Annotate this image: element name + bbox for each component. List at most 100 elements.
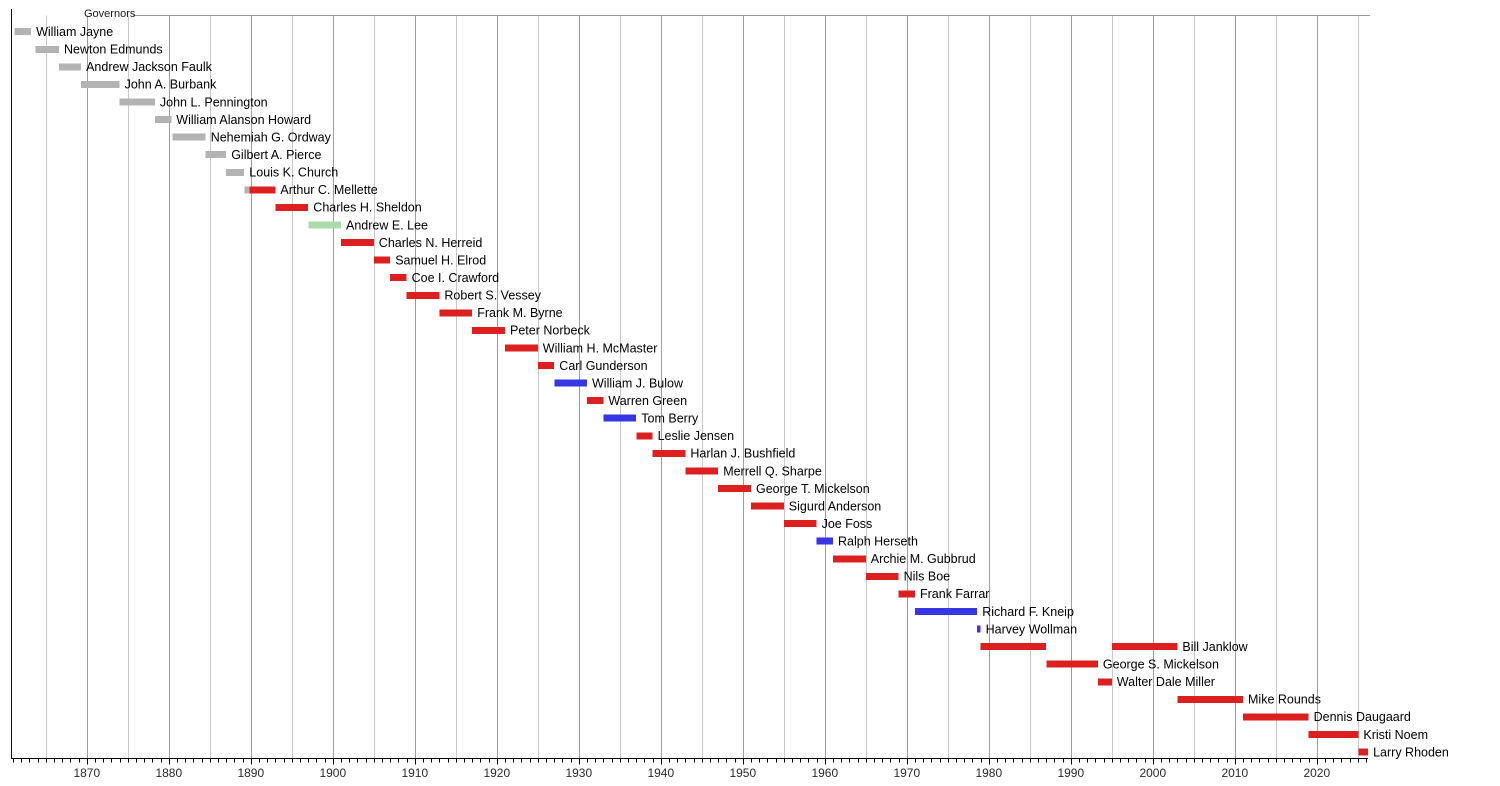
governor-label: Charles N. Herreid	[379, 236, 483, 250]
governor-label: Mike Rounds	[1248, 693, 1321, 707]
governor-label: Merrell Q. Sharpe	[723, 464, 822, 478]
chart-title: Governors	[84, 8, 136, 20]
governor-label: Sigurd Anderson	[789, 499, 881, 513]
governor-label: Samuel H. Elrod	[395, 253, 486, 267]
timeline-bar-territorial	[119, 98, 155, 106]
timeline-bar-republican	[898, 590, 915, 598]
timeline-bar-republican	[406, 291, 440, 299]
axis-year-label: 1930	[565, 766, 592, 780]
governor-label: Louis K. Church	[249, 166, 338, 180]
timeline-bar-republican	[718, 485, 751, 492]
governor-label: Dennis Daugaard	[1314, 710, 1411, 724]
timeline-bar-territorial	[244, 186, 250, 194]
timeline-bar-democratic	[977, 625, 981, 633]
governor-label: Arthur C. Mellette	[280, 183, 377, 197]
timeline-bar-democratic	[554, 379, 588, 387]
timeline-bar-democratic	[915, 608, 978, 615]
governor-label: Carl Gunderson	[559, 359, 647, 373]
governor-label: Harlan J. Bushfield	[690, 447, 795, 461]
axis-year-label: 2020	[1303, 766, 1330, 780]
timeline-bar-republican	[537, 362, 555, 369]
governor-label: Ralph Herseth	[838, 535, 918, 549]
timeline-bar-republican	[472, 326, 505, 334]
timeline-bar-republican	[275, 203, 309, 211]
governor-label: Richard F. Kneip	[982, 605, 1074, 619]
axis-year-label: 1950	[729, 766, 756, 780]
governor-label: Charles H. Sheldon	[313, 201, 421, 215]
timeline-bar-republican	[685, 467, 719, 475]
governor-label: John L. Pennington	[160, 95, 268, 109]
timeline-bar-territorial	[35, 45, 59, 53]
axis-year-label: 1900	[319, 766, 346, 780]
governor-label: Nehemiah G. Ordway	[211, 130, 332, 144]
governor-label: Andrew Jackson Faulk	[86, 60, 213, 74]
axis-year-label: 2000	[1139, 766, 1166, 780]
axis-year-label: 1870	[73, 766, 100, 780]
timeline-bar-democratic	[816, 537, 833, 545]
timeline-bar-republican	[1358, 748, 1369, 756]
governor-label: Frank M. Byrne	[477, 306, 562, 320]
axis-year-label: 1940	[647, 766, 674, 780]
governor-label: Peter Norbeck	[510, 324, 591, 338]
timeline-bar-republican	[1097, 678, 1112, 686]
timeline-bar-territorial	[205, 151, 227, 159]
timeline-bar-republican	[636, 432, 653, 440]
timeline-bar-republican	[587, 397, 604, 405]
timeline-bar-republican	[1177, 695, 1243, 703]
axis-year-label: 1910	[401, 766, 428, 780]
axis-year-label: 1960	[811, 766, 838, 780]
timeline-bar-republican	[865, 572, 899, 580]
timeline-bar-republican	[1046, 660, 1098, 668]
axis-year-label: 1920	[483, 766, 510, 780]
timeline-bar-territorial	[154, 116, 172, 123]
timeline-bar-republican	[833, 555, 866, 563]
timeline-bar-territorial	[172, 133, 206, 141]
governor-label: Tom Berry	[641, 412, 699, 426]
timeline-bar-territorial	[81, 80, 120, 88]
timeline-bar-territorial	[59, 63, 82, 71]
governor-label: William Jayne	[36, 25, 113, 39]
governor-label: Newton Edmunds	[64, 43, 163, 57]
axis-year-label: 1990	[1057, 766, 1084, 780]
governor-label: Archie M. Gubbrud	[871, 552, 976, 566]
timeline-bar-republican	[249, 186, 276, 194]
axis-year-label: 2010	[1221, 766, 1248, 780]
axis-year-label: 1880	[155, 766, 182, 780]
timeline-bar-republican	[505, 344, 538, 352]
timeline-bar-republican	[751, 502, 784, 510]
governor-label: Robert S. Vessey	[444, 289, 541, 303]
axis-year-label: 1980	[975, 766, 1002, 780]
governor-label: Harvey Wollman	[986, 622, 1078, 636]
governor-label: George S. Mickelson	[1103, 658, 1219, 672]
governor-label: William J. Bulow	[592, 376, 684, 390]
governor-label: Coe I. Crawford	[412, 271, 500, 285]
governor-label: Leslie Jensen	[658, 429, 734, 443]
governor-label: William H. McMaster	[543, 341, 658, 355]
governor-label: Bill Janklow	[1182, 640, 1248, 654]
timeline-bar-democratic	[603, 414, 637, 422]
timeline-bar-republican	[1308, 731, 1359, 738]
governor-label: Joe Foss	[822, 517, 873, 531]
timeline-bar-republican	[1243, 713, 1309, 721]
timeline-bar-republican	[341, 239, 374, 246]
timeline-bar-republican	[783, 520, 817, 528]
governor-label: Gilbert A. Pierce	[231, 148, 321, 162]
timeline-bar-populist	[308, 221, 342, 229]
timeline-bar-republican	[439, 309, 473, 317]
governor-label: Nils Boe	[904, 570, 951, 584]
timeline-bar-republican	[373, 256, 391, 264]
governor-label: Larry Rhoden	[1373, 745, 1449, 759]
timeline-bar-republican	[652, 449, 686, 457]
governor-label: John A. Burbank	[125, 78, 217, 92]
timeline-bar-republican	[390, 274, 407, 282]
timeline-bar-territorial	[226, 168, 245, 176]
governor-label: Kristi Noem	[1363, 728, 1428, 742]
governor-label: Walter Dale Miller	[1117, 675, 1215, 689]
governor-label: Frank Farrar	[920, 587, 989, 601]
governor-label: Andrew E. Lee	[346, 218, 428, 232]
axis-year-label: 1970	[893, 766, 920, 780]
timeline-bar-republican	[980, 643, 1047, 651]
timeline-bar-territorial	[14, 28, 32, 36]
